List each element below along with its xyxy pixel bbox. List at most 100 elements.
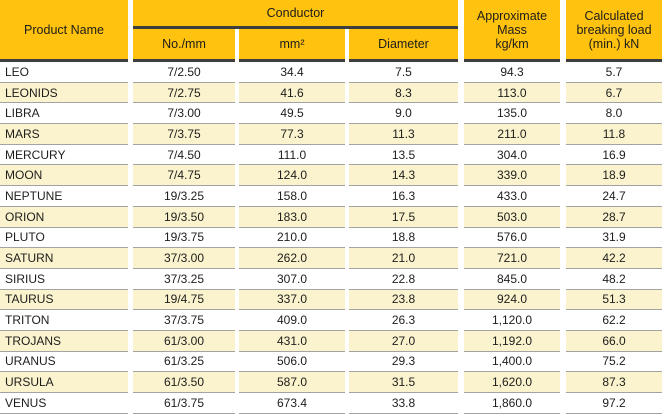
column-gap: [560, 62, 566, 83]
column-gap: [235, 82, 239, 104]
cell-product-name: VENUS: [0, 393, 128, 414]
cell-mass: 721.0: [464, 248, 560, 269]
cell-mm2: 210.0: [239, 227, 345, 249]
column-gap: [458, 351, 464, 373]
cell-diameter: 27.0: [349, 330, 458, 352]
column-gap: [235, 227, 239, 249]
cell-no-mm: 19/3.25: [133, 186, 235, 207]
column-gap: [345, 144, 349, 166]
cell-diameter: 26.3: [349, 310, 458, 331]
cell-diameter: 8.3: [349, 82, 458, 104]
cell-product-name: MOON: [0, 165, 128, 187]
column-gap: [128, 351, 133, 373]
column-gap: [235, 124, 239, 145]
cell-mm2: 124.0: [239, 165, 345, 187]
cell-product-name: LIBRA: [0, 103, 128, 125]
column-gap: [458, 227, 464, 249]
column-gap: [458, 268, 464, 290]
column-gap: [345, 62, 349, 83]
column-gap: [560, 248, 566, 269]
cell-breaking-load: 51.3: [566, 289, 662, 311]
column-gap: [458, 165, 464, 187]
column-gap: [235, 310, 239, 331]
cell-no-mm: 61/3.25: [133, 351, 235, 373]
cell-product-name: LEONIDS: [0, 82, 128, 104]
cell-no-mm: 7/3.75: [133, 124, 235, 145]
column-gap: [128, 103, 133, 125]
column-gap: [560, 268, 566, 290]
cell-diameter: 14.3: [349, 165, 458, 187]
cell-breaking-load: 48.2: [566, 268, 662, 290]
cell-product-name: ORION: [0, 206, 128, 228]
cell-mass: 1,620.0: [464, 372, 560, 393]
cell-mm2: 506.0: [239, 351, 345, 373]
col-header-product-name: Product Name: [0, 0, 128, 62]
column-gap: [458, 393, 464, 414]
column-gap: [560, 330, 566, 352]
column-gap: [235, 351, 239, 373]
cell-mass: 1,192.0: [464, 330, 560, 352]
cell-diameter: 18.8: [349, 227, 458, 249]
cell-diameter: 13.5: [349, 144, 458, 166]
cell-product-name: URSULA: [0, 372, 128, 393]
cell-no-mm: 61/3.75: [133, 393, 235, 414]
column-gap: [560, 206, 566, 228]
table-header: Product Name Conductor Approximate Mass …: [0, 0, 662, 62]
cell-product-name: SATURN: [0, 248, 128, 269]
cell-mass: 1,120.0: [464, 310, 560, 331]
column-gap: [235, 268, 239, 290]
column-gap: [128, 330, 133, 352]
col-header-conductor-group: Conductor: [133, 0, 458, 29]
col-header-no-mm: No./mm: [133, 29, 235, 62]
cell-mm2: 673.4: [239, 393, 345, 414]
cell-diameter: 11.3: [349, 124, 458, 145]
table-row: NEPTUNE 19/3.25 158.0 16.3 433.0 24.7: [0, 186, 662, 207]
cell-no-mm: 19/3.50: [133, 206, 235, 228]
cell-breaking-load: 97.2: [566, 393, 662, 414]
column-gap: [345, 206, 349, 228]
column-gap: [235, 165, 239, 187]
column-gap: [235, 393, 239, 414]
cell-product-name: PLUTO: [0, 227, 128, 249]
column-gap: [235, 103, 239, 125]
cell-product-name: TROJANS: [0, 330, 128, 352]
cell-breaking-load: 42.2: [566, 248, 662, 269]
cell-product-name: TRITON: [0, 310, 128, 331]
column-gap: [128, 144, 133, 166]
column-gap: [458, 186, 464, 207]
cell-mass: 339.0: [464, 165, 560, 187]
column-gap: [560, 393, 566, 414]
column-gap: [345, 82, 349, 104]
column-gap: [560, 186, 566, 207]
column-gap: [345, 310, 349, 331]
cell-product-name: URANUS: [0, 351, 128, 373]
column-gap: [345, 165, 349, 187]
column-gap: [458, 144, 464, 166]
cell-diameter: 21.0: [349, 248, 458, 269]
cell-no-mm: 37/3.00: [133, 248, 235, 269]
cell-mass: 304.0: [464, 144, 560, 166]
column-gap: [128, 82, 133, 104]
cell-no-mm: 37/3.25: [133, 268, 235, 290]
column-gap: [458, 62, 464, 83]
cell-product-name: NEPTUNE: [0, 186, 128, 207]
column-gap: [345, 289, 349, 311]
cell-mm2: 49.5: [239, 103, 345, 125]
cell-mm2: 158.0: [239, 186, 345, 207]
table-row: PLUTO 19/3.75 210.0 18.8 576.0 31.9: [0, 227, 662, 249]
cell-breaking-load: 5.7: [566, 62, 662, 83]
column-gap: [560, 0, 566, 62]
table-row: LEONIDS 7/2.75 41.6 8.3 113.0 6.7: [0, 82, 662, 104]
cell-no-mm: 37/3.75: [133, 310, 235, 331]
cell-product-name: MERCURY: [0, 144, 128, 166]
column-gap: [345, 248, 349, 269]
cell-mass: 94.3: [464, 62, 560, 83]
column-gap: [235, 206, 239, 228]
cell-mm2: 307.0: [239, 268, 345, 290]
column-gap: [458, 124, 464, 145]
cell-mm2: 409.0: [239, 310, 345, 331]
column-gap: [235, 330, 239, 352]
column-gap: [128, 268, 133, 290]
